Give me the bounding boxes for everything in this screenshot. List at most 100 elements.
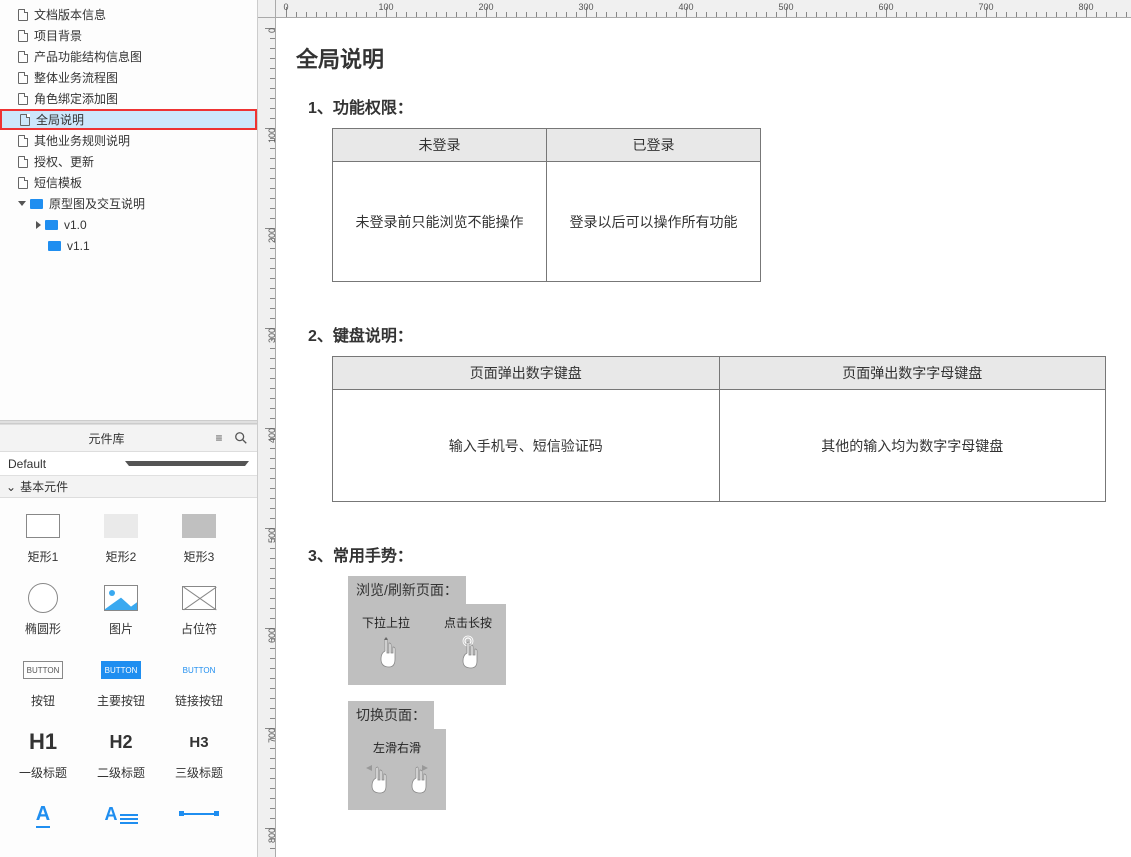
widget-shape	[21, 582, 65, 614]
widget-shape	[99, 510, 143, 542]
tree-item-label: 角色绑定添加图	[34, 90, 118, 107]
widget-label: 主要按钮	[97, 692, 145, 709]
search-icon[interactable]	[233, 430, 249, 446]
widget-label: 按钮	[31, 692, 55, 709]
gesture-group: 下拉上拉 点击长按	[348, 604, 506, 685]
gesture-subtitle: 切换页面：	[348, 701, 434, 729]
document-icon	[18, 156, 28, 168]
widget-label: 矩形2	[106, 548, 137, 565]
canvas-viewport[interactable]: 全局说明 1、功能权限： 未登录 已登录 未登录前只能浏览不能操作 登录以后可以…	[276, 18, 1131, 857]
gesture-item: 下拉上拉	[362, 614, 410, 671]
widget-label: 二级标题	[97, 764, 145, 781]
tree-item[interactable]: 文档版本信息	[0, 4, 257, 25]
widget-item[interactable]: A	[4, 794, 82, 857]
widget-label: 一级标题	[19, 764, 67, 781]
widget-item[interactable]: 矩形3	[160, 506, 238, 578]
tree-item[interactable]: v1.1	[0, 235, 257, 256]
table-cell: 输入手机号、短信验证码	[333, 390, 720, 502]
widget-shape	[177, 510, 221, 542]
document-icon	[20, 114, 30, 126]
tree-item[interactable]: 角色绑定添加图	[0, 88, 257, 109]
widget-label: 占位符	[181, 620, 217, 637]
gesture-subtitle: 浏览/刷新页面：	[348, 576, 466, 604]
widgets-panel: 矩形1矩形2矩形3椭圆形图片占位符BUTTON按钮BUTTON主要按钮BUTTO…	[0, 498, 257, 857]
document-icon	[18, 177, 28, 189]
table-header: 未登录	[333, 129, 547, 162]
menu-icon[interactable]: ≡	[211, 430, 227, 446]
permission-table: 未登录 已登录 未登录前只能浏览不能操作 登录以后可以操作所有功能	[332, 128, 761, 282]
document-icon	[18, 9, 28, 21]
widget-item[interactable]: 椭圆形	[4, 578, 82, 650]
widget-item[interactable]: BUTTON 链接按钮	[160, 650, 238, 722]
tree-item[interactable]: v1.0	[0, 214, 257, 235]
gesture-item: 左滑右滑	[362, 739, 432, 796]
table-header: 页面弹出数字字母键盘	[719, 357, 1105, 390]
widget-item[interactable]: A	[82, 794, 160, 857]
widget-group-label: 基本元件	[20, 478, 68, 495]
widget-item[interactable]: BUTTON按钮	[4, 650, 82, 722]
widget-group-header[interactable]: ⌄ 基本元件	[0, 476, 257, 498]
document-icon	[18, 30, 28, 42]
expand-arrow-icon[interactable]	[18, 201, 26, 206]
library-select[interactable]: Default	[0, 452, 257, 476]
finger-swipe-right-icon	[402, 760, 432, 796]
library-title: 元件库	[8, 430, 205, 447]
widget-item[interactable]: 矩形1	[4, 506, 82, 578]
section-heading: 3、常用手势：	[308, 542, 1106, 566]
library-header: 元件库 ≡	[0, 424, 257, 452]
widget-shape	[177, 798, 221, 830]
vertical-ruler: 0100200300400500600700800	[258, 18, 276, 857]
widget-item[interactable]: BUTTON主要按钮	[82, 650, 160, 722]
gesture-item: 点击长按	[444, 614, 492, 671]
widget-item[interactable]: H2 二级标题	[82, 722, 160, 794]
document-icon	[18, 93, 28, 105]
sidebar: 文档版本信息项目背景产品功能结构信息图整体业务流程图角色绑定添加图全局说明其他业…	[0, 0, 258, 857]
document-icon	[18, 51, 28, 63]
widget-label: 矩形1	[28, 548, 59, 565]
widget-shape: BUTTON	[177, 654, 221, 686]
widget-item[interactable]: 占位符	[160, 578, 238, 650]
tree-item[interactable]: 整体业务流程图	[0, 67, 257, 88]
page-title: 全局说明	[296, 42, 1106, 74]
gesture-label: 下拉上拉	[362, 614, 410, 631]
widget-shape: H2	[99, 726, 143, 758]
expand-arrow-icon[interactable]	[36, 221, 41, 229]
tree-item[interactable]: 授权、更新	[0, 151, 257, 172]
gesture-group: 左滑右滑	[348, 729, 446, 810]
section-heading: 2、键盘说明：	[308, 322, 1106, 346]
tree-item[interactable]: 短信模板	[0, 172, 257, 193]
tree-item-label: 全局说明	[36, 111, 84, 128]
widget-shape: A	[21, 798, 65, 830]
horizontal-ruler: 0100200300400500600700800	[276, 0, 1131, 18]
finger-updown-icon	[371, 635, 401, 671]
page-content: 全局说明 1、功能权限： 未登录 已登录 未登录前只能浏览不能操作 登录以后可以…	[276, 18, 1126, 857]
widget-shape: A	[99, 798, 143, 830]
tree-item[interactable]: 其他业务规则说明	[0, 130, 257, 151]
tree-item[interactable]: 项目背景	[0, 25, 257, 46]
widget-label: 矩形3	[184, 548, 215, 565]
widget-item[interactable]: H3三级标题	[160, 722, 238, 794]
tree-item[interactable]: 原型图及交互说明	[0, 193, 257, 214]
tree-item-label: v1.1	[67, 239, 90, 253]
page-tree: 文档版本信息项目背景产品功能结构信息图整体业务流程图角色绑定添加图全局说明其他业…	[0, 0, 257, 420]
section-heading: 1、功能权限：	[308, 94, 1106, 118]
library-select-value: Default	[8, 457, 125, 471]
folder-icon	[30, 199, 43, 209]
finger-tap-icon	[453, 635, 483, 671]
table-cell: 其他的输入均为数字字母键盘	[719, 390, 1105, 502]
folder-icon	[48, 241, 61, 251]
widget-item[interactable]: 图片	[82, 578, 160, 650]
widget-label: 链接按钮	[175, 692, 223, 709]
widget-shape: H1	[21, 726, 65, 758]
canvas: 0100200300400500600700800 01002003004005…	[258, 0, 1131, 857]
chevron-down-icon	[125, 461, 250, 466]
tree-item-label: 产品功能结构信息图	[34, 48, 142, 65]
tree-item-label: 整体业务流程图	[34, 69, 118, 86]
widget-shape	[21, 510, 65, 542]
widget-item[interactable]: H1 一级标题	[4, 722, 82, 794]
widget-item[interactable]	[160, 794, 238, 857]
tree-item-label: 短信模板	[34, 174, 82, 191]
tree-item[interactable]: 产品功能结构信息图	[0, 46, 257, 67]
widget-item[interactable]: 矩形2	[82, 506, 160, 578]
tree-item[interactable]: 全局说明	[0, 109, 257, 130]
